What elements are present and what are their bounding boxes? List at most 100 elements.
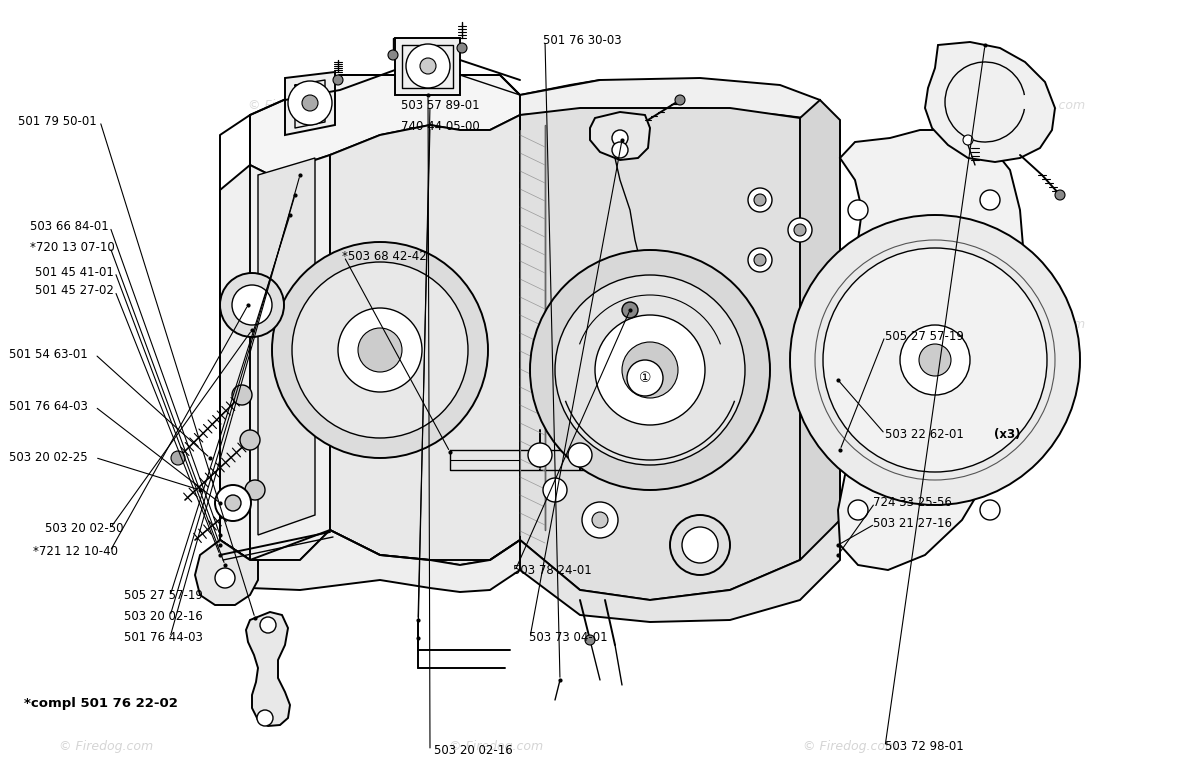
Text: © Firedog.com: © Firedog.com — [684, 99, 779, 112]
Text: 503 72 98-01: 503 72 98-01 — [885, 741, 964, 753]
Polygon shape — [590, 112, 650, 160]
Text: 503 57 89-01: 503 57 89-01 — [401, 99, 480, 112]
Text: *721 12 10-40: *721 12 10-40 — [33, 545, 118, 558]
Circle shape — [215, 485, 251, 521]
Circle shape — [420, 58, 435, 74]
Circle shape — [527, 443, 552, 467]
Circle shape — [245, 480, 266, 500]
Text: *compl 501 76 22-02: *compl 501 76 22-02 — [24, 698, 177, 710]
Circle shape — [794, 224, 806, 236]
Circle shape — [582, 502, 618, 538]
Text: 505 27 57-19: 505 27 57-19 — [885, 330, 964, 343]
Text: © Firedog.com: © Firedog.com — [260, 318, 354, 331]
Text: © Firedog.com: © Firedog.com — [802, 741, 897, 753]
Polygon shape — [219, 530, 520, 592]
Text: 503 20 02-16: 503 20 02-16 — [124, 610, 203, 622]
Polygon shape — [925, 42, 1055, 162]
Polygon shape — [520, 520, 840, 622]
Circle shape — [612, 130, 628, 146]
Circle shape — [543, 478, 568, 502]
Text: © Firedog.com: © Firedog.com — [991, 318, 1086, 331]
Circle shape — [822, 248, 1047, 472]
Polygon shape — [250, 75, 520, 175]
Circle shape — [788, 218, 812, 242]
Circle shape — [919, 344, 951, 376]
Circle shape — [302, 95, 317, 111]
Circle shape — [219, 273, 284, 337]
Text: 501 76 44-03: 501 76 44-03 — [124, 631, 203, 644]
Circle shape — [981, 190, 999, 210]
Circle shape — [260, 617, 276, 633]
Polygon shape — [286, 72, 335, 135]
Circle shape — [670, 515, 730, 575]
Circle shape — [612, 142, 628, 158]
Circle shape — [748, 188, 772, 212]
Polygon shape — [520, 78, 820, 120]
Text: ①: ① — [638, 371, 651, 385]
Circle shape — [215, 568, 235, 588]
Circle shape — [963, 135, 973, 145]
Circle shape — [457, 43, 467, 53]
Text: *720 13 07-10: *720 13 07-10 — [30, 241, 114, 253]
Text: 501 76 30-03: 501 76 30-03 — [543, 34, 622, 47]
Text: 501 54 63-01: 501 54 63-01 — [9, 348, 88, 361]
Text: 740 44 05-00: 740 44 05-00 — [401, 120, 480, 133]
Circle shape — [273, 242, 489, 458]
Circle shape — [622, 342, 678, 398]
Text: 503 22 62-01: 503 22 62-01 — [885, 428, 968, 440]
Circle shape — [257, 710, 273, 726]
Polygon shape — [800, 100, 840, 560]
Circle shape — [900, 325, 970, 395]
Text: 501 76 64-03: 501 76 64-03 — [9, 400, 88, 413]
Text: 501 45 27-02: 501 45 27-02 — [35, 285, 114, 297]
Text: © Firedog.com: © Firedog.com — [448, 741, 543, 753]
Text: © Firedog.com: © Firedog.com — [248, 99, 342, 112]
Text: 503 20 02-50: 503 20 02-50 — [45, 522, 124, 535]
Polygon shape — [330, 115, 520, 565]
Circle shape — [288, 81, 332, 125]
Text: 503 73 04-01: 503 73 04-01 — [529, 631, 608, 644]
Text: © Firedog.com: © Firedog.com — [59, 741, 153, 753]
Circle shape — [1055, 190, 1066, 200]
Polygon shape — [219, 155, 330, 560]
Circle shape — [748, 248, 772, 272]
Text: 503 20 02-25: 503 20 02-25 — [9, 451, 88, 464]
Circle shape — [337, 308, 422, 392]
Circle shape — [848, 500, 868, 520]
Text: 503 21 27-16: 503 21 27-16 — [873, 518, 952, 530]
Circle shape — [232, 285, 273, 325]
Text: 503 20 02-16: 503 20 02-16 — [434, 744, 513, 757]
Polygon shape — [258, 158, 315, 535]
Circle shape — [682, 527, 717, 563]
Text: 501 79 50-01: 501 79 50-01 — [18, 115, 97, 127]
Circle shape — [225, 495, 241, 511]
Polygon shape — [395, 38, 460, 95]
Circle shape — [675, 95, 686, 105]
Text: 503 78 24-01: 503 78 24-01 — [513, 565, 592, 577]
Circle shape — [568, 443, 592, 467]
Circle shape — [291, 262, 468, 438]
Circle shape — [171, 451, 185, 465]
Circle shape — [622, 302, 638, 318]
Text: © Firedog.com: © Firedog.com — [991, 99, 1086, 112]
Circle shape — [981, 500, 999, 520]
Circle shape — [406, 44, 450, 88]
Circle shape — [388, 50, 398, 60]
Circle shape — [789, 215, 1080, 505]
Circle shape — [592, 512, 608, 528]
Polygon shape — [520, 108, 840, 600]
Text: © Firedog.com: © Firedog.com — [448, 318, 543, 331]
Circle shape — [240, 430, 260, 450]
Polygon shape — [195, 540, 258, 605]
Circle shape — [555, 275, 745, 465]
Circle shape — [358, 328, 402, 372]
Polygon shape — [838, 130, 1025, 570]
Text: *503 68 42-42: *503 68 42-42 — [342, 250, 427, 263]
Text: © Firedog.com: © Firedog.com — [720, 318, 814, 331]
Circle shape — [333, 75, 343, 85]
Text: (x3): (x3) — [994, 428, 1020, 440]
Text: 724 33 25-56: 724 33 25-56 — [873, 497, 952, 509]
Circle shape — [754, 254, 766, 266]
Circle shape — [232, 385, 253, 405]
Text: 503 66 84-01: 503 66 84-01 — [30, 221, 109, 233]
